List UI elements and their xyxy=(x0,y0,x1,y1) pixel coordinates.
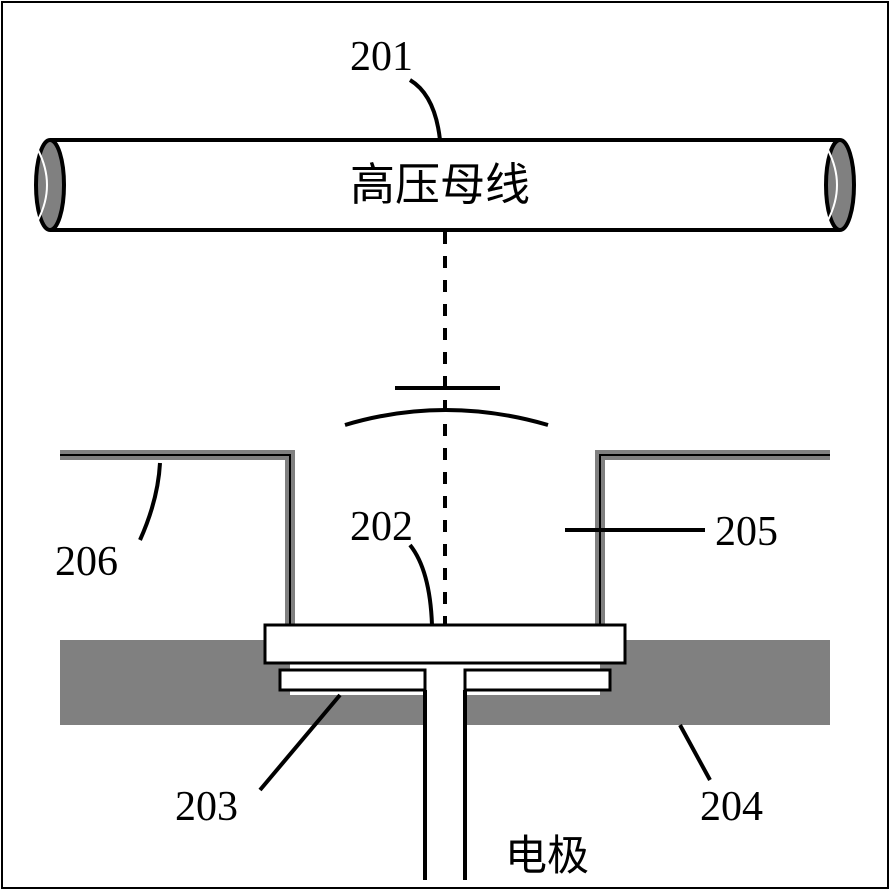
callout-206 xyxy=(140,463,160,540)
callout-204 xyxy=(680,725,710,780)
ref-205: 205 xyxy=(715,509,778,555)
ref-202: 202 xyxy=(350,504,413,550)
busbar-label: 高压母线 xyxy=(350,160,530,210)
base-below-left xyxy=(60,695,425,725)
ref-203: 203 xyxy=(175,784,238,830)
outer-frame xyxy=(2,2,888,888)
ref-206: 206 xyxy=(55,539,118,585)
ref-204: 204 xyxy=(700,784,763,830)
base-below-right xyxy=(465,695,830,725)
plate-203-left xyxy=(280,670,425,690)
callout-201-line xyxy=(410,80,440,140)
plate-202 xyxy=(265,625,625,663)
plate-203-right xyxy=(465,670,610,690)
electrode-label: 电极 xyxy=(505,834,589,880)
callout-202 xyxy=(410,545,432,625)
ref-201: 201 xyxy=(350,34,413,80)
cap-curve xyxy=(345,410,548,425)
